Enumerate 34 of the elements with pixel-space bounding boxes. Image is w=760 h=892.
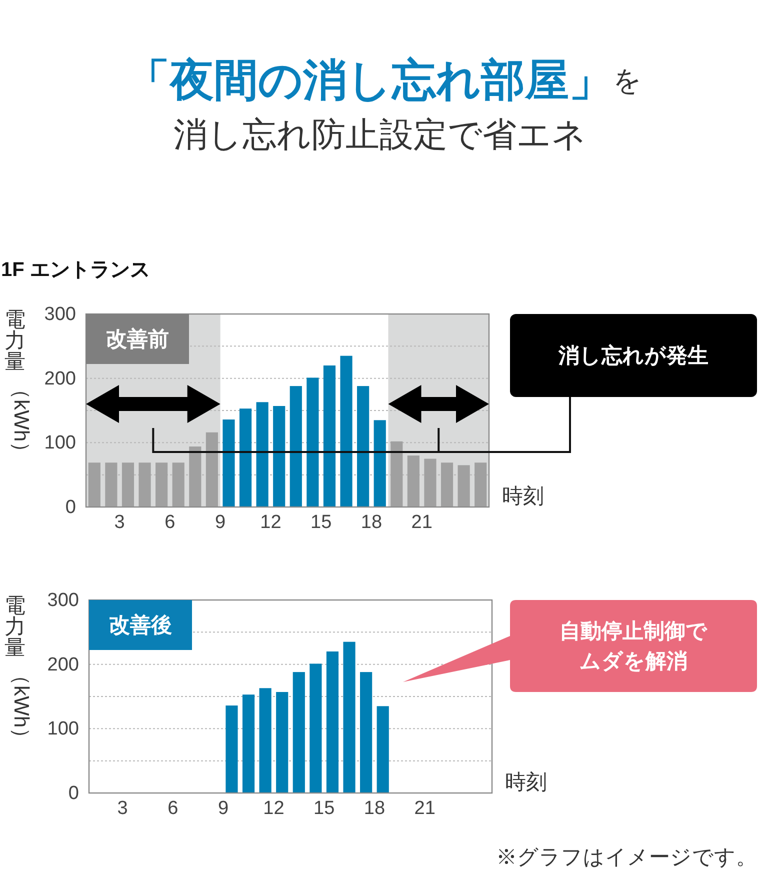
text: 1F エントランス [1, 259, 150, 281]
y-tick-label: 200 [44, 368, 76, 389]
y-tick-label: 0 [65, 496, 76, 518]
y-tick-label: 200 [47, 654, 79, 675]
x-tick-label: 15 [314, 798, 335, 818]
y-axis-title: 電力量（kWh） [4, 594, 33, 749]
x-tick-label: 3 [114, 512, 125, 532]
x-tick-label: 21 [414, 798, 436, 818]
text: 自動停止制御でムダを解消 [560, 620, 708, 672]
chart-title: 「夜間の消し忘れ部屋」を [126, 56, 642, 104]
x-axis-title: 時刻 [505, 770, 547, 794]
x-tick-label: 9 [218, 798, 229, 818]
y-tick-label: 0 [68, 782, 79, 804]
x-tick-label: 18 [364, 798, 386, 818]
y-tick-label: 100 [44, 432, 76, 454]
chart-subtitle: 消し忘れ防止設定で省エネ [174, 116, 586, 154]
text: ※グラフはイメージです。 [496, 846, 757, 868]
x-tick-label: 21 [411, 512, 432, 532]
x-tick-label: 6 [168, 798, 178, 818]
y-axis-title: 電力量（kWh） [4, 308, 33, 463]
x-tick-label: 18 [360, 512, 382, 532]
x-tick-label: 6 [164, 512, 176, 532]
x-tick-label: 12 [260, 512, 282, 532]
y-tick-label: 300 [47, 590, 79, 610]
x-axis-title: 時刻 [502, 484, 544, 508]
x-tick-label: 15 [310, 512, 332, 532]
annotation: 改善後 [109, 612, 172, 636]
y-tick-label: 100 [47, 718, 79, 740]
x-tick-label: 3 [117, 798, 128, 818]
text: 消し忘れが発生 [558, 343, 708, 367]
annotation: 改善前 [106, 326, 169, 350]
x-tick-label: 9 [215, 512, 226, 532]
x-tick-label: 12 [263, 798, 284, 818]
y-tick-label: 300 [44, 304, 76, 324]
